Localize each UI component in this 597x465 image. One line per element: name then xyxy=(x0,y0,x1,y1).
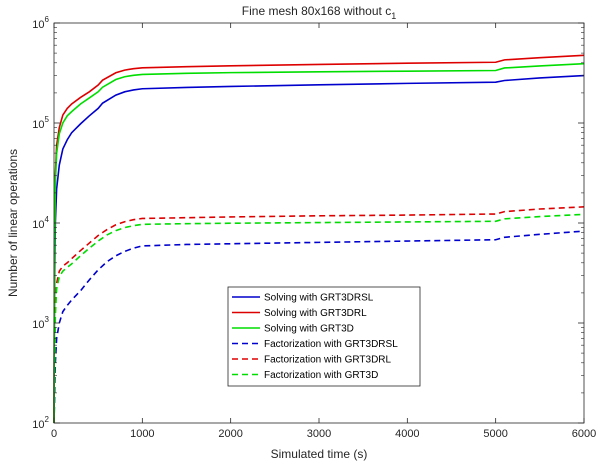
series-layer xyxy=(53,54,585,424)
x-tick-label: 0 xyxy=(51,428,57,440)
series-line-6 xyxy=(53,213,585,424)
legend-label-4: Factorization with GRT3DRSL xyxy=(264,339,398,350)
x-tick-label: 3000 xyxy=(307,428,331,440)
series-line-5 xyxy=(53,206,585,424)
y-tick-label: 102 xyxy=(32,415,49,431)
legend-label-6: Factorization with GRT3D xyxy=(264,370,378,381)
x-tick-label: 5000 xyxy=(483,428,507,440)
y-tick-label: 106 xyxy=(32,15,49,31)
y-axis-label: Number of linear operations xyxy=(6,149,20,297)
y-tick-label: 105 xyxy=(32,115,49,131)
legend: Solving with GRT3DRSL Solving with GRT3DR… xyxy=(227,286,421,387)
x-tick-label: 6000 xyxy=(572,428,596,440)
series-line-4 xyxy=(53,230,585,424)
x-tick-label: 4000 xyxy=(395,428,419,440)
y-tick-label: 104 xyxy=(32,215,49,231)
series-line-3 xyxy=(53,62,585,424)
legend-label-3: Solving with GRT3D xyxy=(264,324,354,335)
axes-layer: 0 1000 2000 3000 4000 5000 6000 102 103 104 105 106 xyxy=(32,15,596,440)
legend-label-2: Solving with GRT3DRL xyxy=(264,308,367,319)
series-line-2 xyxy=(53,54,585,424)
x-tick-label: 2000 xyxy=(218,428,242,440)
chart-title: Fine mesh 80x168 without c1 xyxy=(242,4,396,21)
x-tick-label: 1000 xyxy=(130,428,154,440)
series-line-1 xyxy=(53,74,585,424)
legend-box xyxy=(227,286,421,387)
y-tick-label: 103 xyxy=(32,315,49,331)
legend-label-5: Factorization with GRT3DRL xyxy=(264,355,392,366)
chart-title-subscript: 1 xyxy=(391,11,396,21)
x-axis-label: Simulated time (s) xyxy=(271,447,368,461)
legend-label-1: Solving with GRT3DRSL xyxy=(264,293,374,304)
